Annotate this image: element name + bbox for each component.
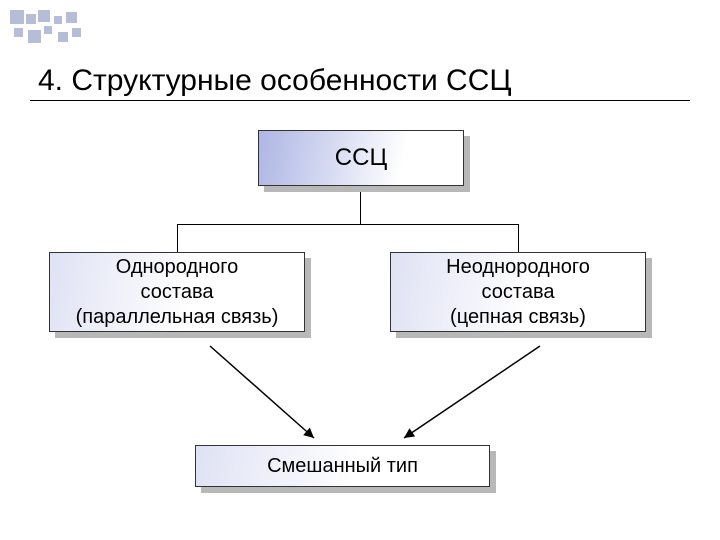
node-left-line2: состава <box>141 280 214 305</box>
arrow-right-to-bottom <box>394 336 550 448</box>
title-underline <box>30 100 690 101</box>
node-root-label: ССЦ <box>335 143 387 173</box>
node-bottom-label: Смешанный тип <box>267 454 418 479</box>
node-right-line2: состава <box>482 280 555 305</box>
corner-decoration <box>10 10 130 50</box>
node-left: Однородного состава (параллельная связь) <box>49 252 305 332</box>
node-right-line3: (цепная связь) <box>450 305 586 330</box>
connector-root-down <box>360 192 361 224</box>
connector-horizontal <box>177 224 518 225</box>
node-right: Неоднородного состава (цепная связь) <box>390 252 646 332</box>
node-right-line1: Неоднородного <box>446 255 590 280</box>
slide: 4. Структурные особенности ССЦ ССЦ Однор… <box>0 0 720 540</box>
slide-title: 4. Структурные особенности ССЦ <box>38 64 512 98</box>
node-root: ССЦ <box>258 130 464 186</box>
connector-to-left <box>177 224 178 252</box>
node-bottom: Смешанный тип <box>195 445 490 487</box>
node-left-line1: Однородного <box>116 255 239 280</box>
connector-to-right <box>518 224 519 252</box>
arrow-left-to-bottom <box>200 336 324 448</box>
node-left-line3: (параллельная связь) <box>76 305 279 330</box>
